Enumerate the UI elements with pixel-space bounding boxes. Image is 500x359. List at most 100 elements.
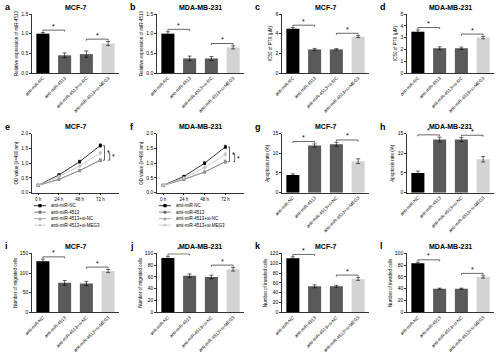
svg-text:2: 2 [400, 46, 403, 52]
svg-text:0.0: 0.0 [21, 70, 28, 76]
svg-text:Number of migrated cells: Number of migrated cells [13, 257, 18, 308]
svg-text:anti-miR-4513+si-NC: anti-miR-4513+si-NC [430, 75, 464, 109]
svg-text:anti-miR-4513+si-MEG3: anti-miR-4513+si-MEG3 [323, 315, 361, 353]
svg-text:MCF-7: MCF-7 [315, 4, 336, 11]
svg-text:anti-miR-NC: anti-miR-NC [399, 195, 421, 217]
svg-text:anti-miR-4513+si-NC: anti-miR-4513+si-NC [430, 195, 464, 229]
svg-text:0: 0 [275, 70, 278, 76]
svg-text:MDA-MB-231: MDA-MB-231 [429, 123, 472, 130]
svg-text:*: * [221, 36, 224, 43]
svg-text:anti-miR-NC: anti-miR-NC [24, 315, 46, 337]
svg-text:4: 4 [275, 30, 278, 36]
svg-text:Relative expression of miR-451: Relative expression of miR-4513 [139, 10, 144, 76]
svg-text:anti-miR-4513+si-MEG3: anti-miR-4513+si-MEG3 [198, 75, 236, 113]
svg-text:anti-miR-NC: anti-miR-NC [399, 315, 421, 337]
svg-text:e: e [5, 122, 10, 132]
svg-text:d: d [380, 2, 386, 12]
svg-text:a: a [5, 2, 11, 12]
svg-text:MDA-MB-231: MDA-MB-231 [429, 4, 472, 11]
svg-text:anti-miR-NC: anti-miR-NC [274, 315, 296, 337]
svg-text:100: 100 [145, 250, 154, 256]
svg-text:*: * [107, 149, 110, 156]
svg-text:100: 100 [270, 260, 279, 266]
svg-text:60: 60 [398, 274, 404, 280]
svg-text:40: 40 [273, 289, 279, 295]
svg-text:anti-miR-4513+si-MEG3: anti-miR-4513+si-MEG3 [448, 195, 486, 233]
svg-text:80: 80 [398, 262, 404, 268]
svg-text:anti-miR-4513+si-MEG3: anti-miR-4513+si-MEG3 [448, 315, 486, 353]
svg-text:0.0: 0.0 [146, 70, 153, 76]
svg-text:1.5: 1.5 [21, 11, 28, 17]
svg-text:1.0: 1.0 [146, 30, 153, 36]
svg-text:40: 40 [398, 285, 404, 291]
svg-text:*: * [221, 258, 224, 265]
svg-text:*: * [52, 23, 55, 30]
svg-text:anti-miR-4513+si-NC: anti-miR-4513+si-NC [305, 195, 339, 229]
svg-text:h: h [380, 122, 386, 132]
svg-text:0: 0 [400, 189, 403, 195]
svg-text:0: 0 [150, 309, 153, 315]
svg-text:IC50 of PTX (μM): IC50 of PTX (μM) [393, 25, 398, 61]
svg-text:1.5: 1.5 [146, 145, 153, 151]
svg-text:*: * [96, 260, 99, 267]
svg-text:0: 0 [400, 70, 403, 76]
svg-text:1.0: 1.0 [21, 30, 28, 36]
svg-text:15: 15 [273, 130, 279, 136]
svg-text:anti-miR-4513: anti-miR-4513 [43, 315, 67, 339]
svg-text:0.0: 0.0 [21, 189, 28, 195]
svg-text:anti-miR-4513+si-MEG3: anti-miR-4513+si-MEG3 [176, 223, 225, 228]
svg-text:80: 80 [273, 270, 279, 276]
svg-text:1.5: 1.5 [21, 145, 28, 151]
svg-text:anti-miR-4513: anti-miR-4513 [51, 210, 80, 215]
svg-text:anti-miR-4513+si-NC: anti-miR-4513+si-NC [176, 216, 219, 221]
svg-text:anti-miR-4513: anti-miR-4513 [293, 195, 317, 219]
svg-text:4: 4 [400, 23, 403, 29]
svg-text:MDA-MB-231: MDA-MB-231 [179, 123, 222, 130]
svg-text:Number of invaded cells: Number of invaded cells [263, 258, 268, 307]
svg-text:*: * [302, 18, 305, 25]
svg-text:3: 3 [400, 34, 403, 40]
svg-text:k: k [255, 241, 261, 251]
svg-text:MDA-MB-231: MDA-MB-231 [179, 4, 222, 11]
svg-text:15: 15 [398, 130, 404, 136]
svg-text:anti-miR-NC: anti-miR-NC [149, 75, 171, 97]
svg-text:anti-miR-NC: anti-miR-NC [176, 203, 202, 208]
svg-text:20: 20 [398, 297, 404, 303]
svg-text:*: * [302, 247, 305, 254]
svg-text:anti-miR-4513+si-NC: anti-miR-4513+si-NC [180, 315, 214, 349]
svg-text:Number of invaded cells: Number of invaded cells [388, 258, 393, 307]
svg-text:2.0: 2.0 [146, 130, 153, 136]
svg-text:MCF-7: MCF-7 [315, 123, 336, 130]
svg-text:0.5: 0.5 [146, 50, 153, 56]
svg-text:anti-miR-4513: anti-miR-4513 [293, 315, 317, 339]
svg-text:72 h: 72 h [221, 197, 230, 202]
svg-text:MDA-MB-231: MDA-MB-231 [179, 243, 222, 250]
svg-text:anti-miR-4513+si-NC: anti-miR-4513+si-NC [305, 75, 339, 109]
svg-text:48 h: 48 h [200, 197, 209, 202]
svg-text:50: 50 [23, 289, 29, 295]
svg-text:0.5: 0.5 [21, 175, 28, 181]
svg-text:MCF-7: MCF-7 [65, 4, 86, 11]
svg-text:0: 0 [25, 309, 28, 315]
svg-text:*: * [232, 151, 235, 158]
svg-text:MCF-7: MCF-7 [65, 123, 86, 130]
svg-text:40: 40 [148, 285, 154, 291]
svg-text:1.5: 1.5 [146, 11, 153, 17]
svg-text:anti-miR-4513: anti-miR-4513 [418, 315, 442, 339]
svg-text:60: 60 [273, 280, 279, 286]
svg-text:*: * [52, 249, 55, 256]
svg-text:anti-miR-4513+si-MEG3: anti-miR-4513+si-MEG3 [448, 75, 486, 113]
svg-text:IC50 of PTX (μM): IC50 of PTX (μM) [268, 25, 273, 61]
svg-text:anti-miR-4513+si-MEG3: anti-miR-4513+si-MEG3 [73, 75, 111, 113]
svg-text:*: * [427, 20, 430, 27]
svg-text:Apoptosis rate (%): Apoptosis rate (%) [390, 144, 395, 182]
svg-text:anti-miR-4513+si-MEG3: anti-miR-4513+si-MEG3 [198, 315, 236, 353]
svg-text:5: 5 [275, 170, 278, 176]
svg-text:*: * [346, 26, 349, 33]
svg-text:MCF-7: MCF-7 [65, 243, 86, 250]
svg-text:anti-miR-NC: anti-miR-NC [24, 75, 46, 97]
svg-text:24 h: 24 h [180, 197, 189, 202]
svg-text:*: * [302, 134, 305, 141]
svg-text:*: * [237, 155, 240, 162]
svg-text:g: g [255, 122, 261, 132]
